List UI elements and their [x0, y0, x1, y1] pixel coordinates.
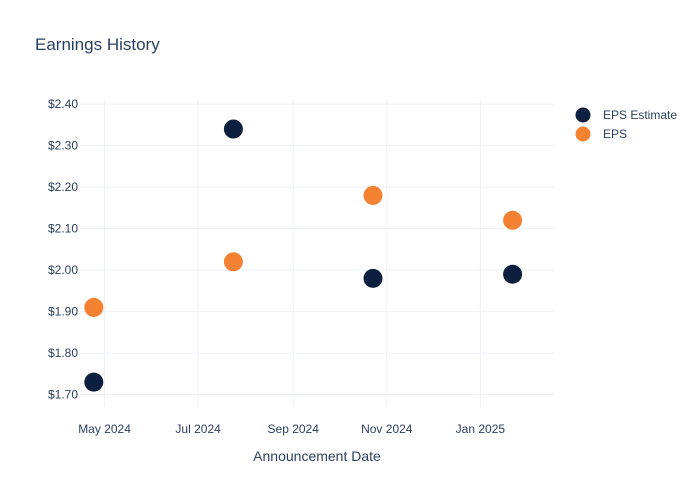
x-tick-label: Jul 2024 [175, 422, 221, 436]
x-tick-label: Sep 2024 [268, 422, 320, 436]
eps-estimate-legend-label: EPS Estimate [603, 108, 677, 122]
legend: EPS Estimate EPS [575, 107, 677, 142]
eps-point [363, 185, 383, 205]
eps-estimate-legend-marker [575, 107, 591, 123]
y-tick-label: $2.40 [48, 97, 78, 111]
y-tick-label: $2.10 [48, 222, 78, 236]
eps-estimate-point [84, 372, 104, 392]
eps-estimate-point [363, 268, 383, 288]
x-tick-label: Jan 2025 [456, 422, 506, 436]
eps-point [223, 252, 243, 272]
eps-estimate-point [503, 264, 523, 284]
y-tick-label: $1.70 [48, 388, 78, 402]
eps-legend-marker [575, 126, 591, 142]
eps-estimate-point [223, 119, 243, 139]
x-axis-ticks: May 2024 Jul 2024 Sep 2024 Nov 2024 Jan 2025 [78, 422, 505, 436]
y-tick-label: $2.30 [48, 139, 78, 153]
y-tick-label: $1.90 [48, 305, 78, 319]
x-tick-label: May 2024 [78, 422, 131, 436]
y-axis-ticks: $1.70 $1.80 $1.90 $2.00 $2.10 $2.20 $2.30 $2.40 [48, 97, 78, 401]
x-axis-title: Announcement Date [253, 448, 381, 464]
y-tick-label: $2.20 [48, 180, 78, 194]
eps-point [503, 210, 523, 230]
chart-title: Earnings History [35, 35, 160, 54]
data-points [84, 119, 523, 392]
eps-point [84, 297, 104, 317]
eps-legend-label: EPS [603, 127, 627, 141]
x-tick-label: Nov 2024 [361, 422, 413, 436]
y-tick-label: $1.80 [48, 346, 78, 360]
grid [80, 100, 554, 407]
y-tick-label: $2.00 [48, 263, 78, 277]
